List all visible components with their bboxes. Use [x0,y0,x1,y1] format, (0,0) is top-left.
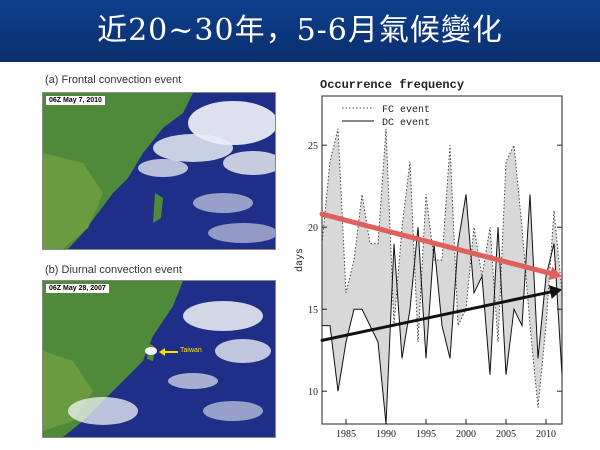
x-tick-label: 1990 [376,429,396,440]
plot-area: 10 15 20 25 1985 1990 1995 2000 2005 2010 days FC e… [294,95,563,440]
legend-fc-label: FC event [382,105,430,116]
x-tick-label: 2005 [496,429,516,440]
arrow-head-icon [159,348,165,356]
panel-b-caption: (b) Diurnal convection event [45,264,182,276]
y-tick-label: 20 [308,223,318,234]
satellite-map-b [43,281,275,437]
y-tick-label: 10 [308,387,318,398]
taiwan-label: Taiwan [180,347,202,354]
fc-event-line [321,128,563,408]
x-tick-label: 1995 [416,429,436,440]
x-tick-label: 2010 [536,429,556,440]
y-tick-label: 25 [308,141,318,152]
dc-trend-arrow-head-icon [548,285,562,299]
x-tick-label: 2000 [456,429,476,440]
legend-dc-label: DC event [382,118,430,129]
satellite-image-frontal: 06Z May 7, 2010 [42,92,276,250]
fc-trend-arrow [319,211,559,278]
satellite-map-a [43,93,275,249]
y-tick-label: 15 [308,305,318,316]
x-tick-label: 1985 [336,429,356,440]
fc-dc-shaded-area [322,128,562,425]
panel-a-caption: (a) Frontal convection event [45,74,182,86]
fc-trend-arrow-head-icon [548,266,562,281]
panel-b-timestamp: 06Z May 28, 2007 [46,284,109,293]
plot-frame [321,95,563,425]
satellite-image-diurnal: 06Z May 28, 2007 Taiwan [42,280,276,438]
dc-event-line [322,194,563,425]
y-axis-label: days [294,248,306,272]
panel-a-timestamp: 06Z May 7, 2010 [46,96,105,105]
occurrence-frequency-chart: Occurrence frequency 10 15 20 25 1985 1990 199… [294,78,563,440]
dc-trend-arrow [320,289,558,342]
chart-title: Occurrence frequency [320,78,464,92]
slide-title: 近20~30年，5-6月氣候變化 [0,0,600,62]
